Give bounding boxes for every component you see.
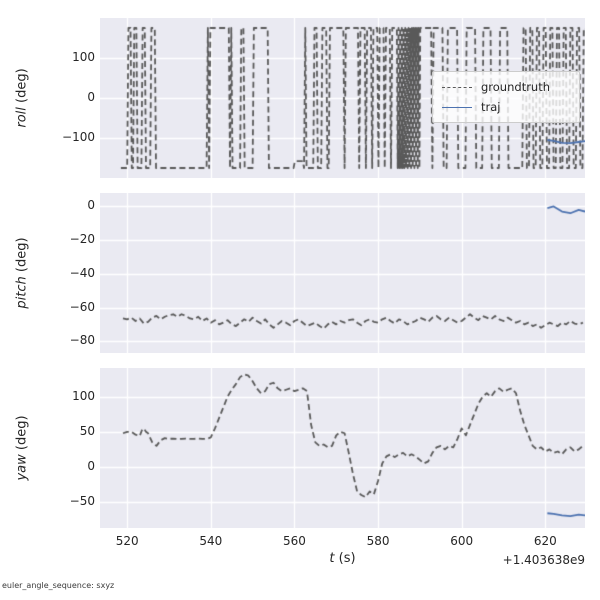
y-tick-label: −50 [69,494,95,509]
roll-axis-label: roll (deg) [15,68,30,127]
legend-entry-traj: traj [442,97,570,117]
yaw-plot-canvas [100,368,585,528]
x-axis-label: t (s) [100,551,585,566]
x-axis-label-unit: (s) [334,551,356,566]
x-tick-label: 560 [282,534,306,548]
legend: groundtruth traj [432,71,580,123]
y-tick-label: −100 [62,130,95,144]
y-tick-label: 0 [87,198,95,213]
pitch-plot-canvas [100,193,585,353]
roll-axis-label-var: roll [14,107,30,128]
pitch-axis-label-var: pitch [14,276,30,309]
footer-text: euler_angle_sequence: sxyz [2,581,115,590]
y-tick-label: −60 [69,299,95,314]
pitch-axis-label-unit: (deg) [14,237,30,277]
y-tick-label: 100 [72,50,95,64]
x-tick-label: 540 [199,534,223,548]
y-tick-label: −80 [69,333,95,348]
y-tick-label: −40 [69,265,95,280]
dashed-line-sample-icon [442,86,472,88]
x-tick-label: 620 [533,534,557,548]
legend-label-groundtruth: groundtruth [481,80,551,94]
x-tick-label: 580 [366,534,390,548]
y-tick-label: 100 [72,388,95,403]
axis-offset-text: +1.403638e9 [502,553,585,567]
roll-axis-label-unit: (deg) [14,68,30,108]
yaw-axis-label-var: yaw [14,454,30,481]
pitch-subplot [100,193,585,353]
y-tick-label: −20 [69,232,95,247]
legend-entry-groundtruth: groundtruth [442,77,570,97]
y-tick-label: 50 [79,423,95,438]
yaw-axis-label-unit: (deg) [14,415,30,455]
x-axis-label-var: t [329,551,335,566]
yaw-axis-label: yaw (deg) [15,415,30,480]
solid-line-sample-icon [442,106,472,108]
y-tick-label: 0 [87,458,95,473]
legend-label-traj: traj [481,100,501,114]
y-tick-label: 0 [87,90,95,104]
x-tick-label: 520 [115,534,139,548]
yaw-subplot [100,368,585,528]
pitch-axis-label: pitch (deg) [15,237,30,308]
x-tick-label: 600 [450,534,474,548]
